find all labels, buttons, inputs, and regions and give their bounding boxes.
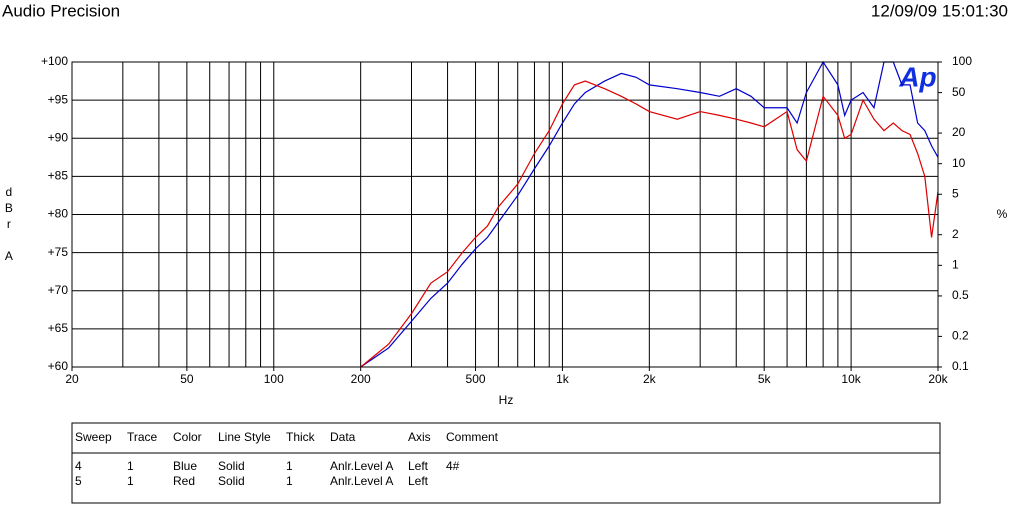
x-tick-label: 20k [928,372,948,386]
table-cell: Red [173,474,195,488]
table-cell: 1 [286,459,293,473]
table-cell: Anlr.Level A [330,459,393,473]
y2-tick-label: 1 [952,258,959,272]
x-tick-label: 20 [65,372,79,386]
x-tick-label: 200 [351,372,371,386]
table-header: Axis [408,430,431,444]
timestamp: 12/09/09 15:01:30 [871,1,1008,20]
table-cell: 1 [286,474,293,488]
table-cell: 1 [127,459,134,473]
y2-tick-label: 50 [952,85,966,99]
y2-tick-label: 20 [952,125,966,139]
y2-tick-label: 10 [952,156,966,170]
table-cell: Left [408,459,429,473]
y2-tick-label: 5 [952,186,959,200]
plot-frame [71,61,939,368]
app-title: Audio Precision [2,1,120,20]
table-cell: Anlr.Level A [330,474,393,488]
y-tick-label: +90 [48,130,69,144]
y-tick-label: +75 [48,245,69,259]
x-tick-label: 5k [758,372,772,386]
legend-table [71,422,941,504]
y2-tick-label: 0.5 [952,288,969,302]
y-tick-label: +65 [48,321,69,335]
y2-axis-label: % [997,207,1008,221]
y-tick-label: +100 [41,54,68,68]
table-cell: Blue [173,459,197,473]
x-tick-label: 50 [180,372,194,386]
y-tick-label: +70 [48,283,69,297]
table-cell: Left [408,474,429,488]
x-tick-label: 100 [264,372,284,386]
table-cell: 5 [75,474,82,488]
table-cell: 4# [446,459,460,473]
y-tick-label: +85 [48,169,69,183]
table-header: Comment [446,430,499,444]
table-header: Sweep [75,430,112,444]
table-header: Trace [127,430,158,444]
x-tick-label: 2k [643,372,657,386]
y-tick-label: +80 [48,207,69,221]
logo: Ap [898,61,936,92]
y-axis-label: dBr A [2,185,16,265]
y2-tick-label: 0.1 [952,359,969,373]
x-tick-label: 10k [841,372,861,386]
y2-tick-label: 100 [952,54,972,68]
y2-tick-label: 2 [952,227,959,241]
x-tick-label: 500 [466,372,486,386]
table-cell: Solid [218,459,245,473]
table-header: Line Style [218,430,271,444]
y-tick-label: +95 [48,92,69,106]
y2-tick-label: 0.2 [952,329,969,343]
x-tick-label: 1k [556,372,570,386]
table-cell: Solid [218,474,245,488]
table-cell: 1 [127,474,134,488]
table-header: Data [330,430,356,444]
table-header: Thick [286,430,316,444]
series-line [360,80,938,368]
x-axis-label: Hz [499,393,514,407]
y-tick-label: +60 [48,359,69,373]
table-cell: 4 [75,459,82,473]
table-header: Color [173,430,202,444]
